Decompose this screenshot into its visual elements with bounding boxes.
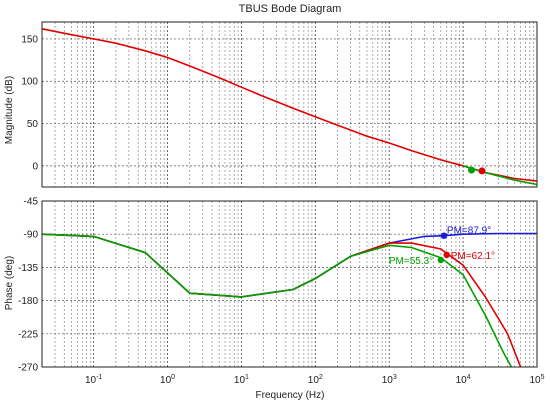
magnitude-series-line-1 xyxy=(462,165,538,186)
phase-margin-label-1: PM=62.1° xyxy=(451,251,495,262)
phase-margin-marker-0 xyxy=(440,232,448,239)
phase-y-tick-label: -225 xyxy=(18,329,38,340)
phase-y-tick-label: -90 xyxy=(24,230,39,241)
magnitude-series-line-0 xyxy=(41,28,538,182)
magnitude-crossover-marker-0 xyxy=(468,166,476,174)
phase-y-tick-label: -180 xyxy=(18,296,38,307)
frequency-x-axis-label: Frequency (Hz) xyxy=(256,390,325,401)
phase-series-line-2 xyxy=(41,233,513,368)
phase-y-tick-label: -135 xyxy=(18,263,38,274)
magnitude-crossover-marker-1 xyxy=(478,167,486,175)
phase-margin-label-0: PM=87.9° xyxy=(447,226,491,237)
magnitude-y-tick-label: 0 xyxy=(32,161,38,172)
x-tick-label: 103 xyxy=(382,374,397,386)
phase-margin-marker-1 xyxy=(443,251,450,259)
magnitude-y-tick-label: 150 xyxy=(21,34,38,45)
x-tick-label: 105 xyxy=(529,374,544,386)
phase-y-tick-label: -270 xyxy=(18,363,38,374)
magnitude-panel: 150 100 50 0 xyxy=(21,21,538,188)
chart-title: TBUS Bode Diagram xyxy=(239,3,342,15)
phase-margin-marker-2 xyxy=(437,256,445,264)
magnitude-plot-area xyxy=(42,22,537,187)
x-tick-label: 101 xyxy=(234,374,249,386)
phase-y-tick-label: -45 xyxy=(24,197,39,208)
phase-plot-area xyxy=(42,201,537,367)
magnitude-y-axis-label: Magnitude (dB) xyxy=(4,76,15,144)
magnitude-plot-frame xyxy=(41,21,538,188)
phase-y-axis-label: Phase (deg) xyxy=(4,256,15,310)
magnitude-y-tick-label: 50 xyxy=(27,119,39,130)
x-tick-label: 102 xyxy=(308,374,323,386)
x-tick-label: 104 xyxy=(456,374,471,386)
phase-margin-label-2: PM=55.3° xyxy=(389,256,433,267)
magnitude-y-tick-label: 100 xyxy=(21,77,38,88)
phase-plot-frame xyxy=(41,200,538,368)
phase-panel: -45 -90 -135 -180 -225 -270 PM=87.9° PM=62.1° PM… xyxy=(18,197,545,387)
x-tick-label: 10-1 xyxy=(85,374,102,386)
x-tick-label: 100 xyxy=(160,374,175,386)
